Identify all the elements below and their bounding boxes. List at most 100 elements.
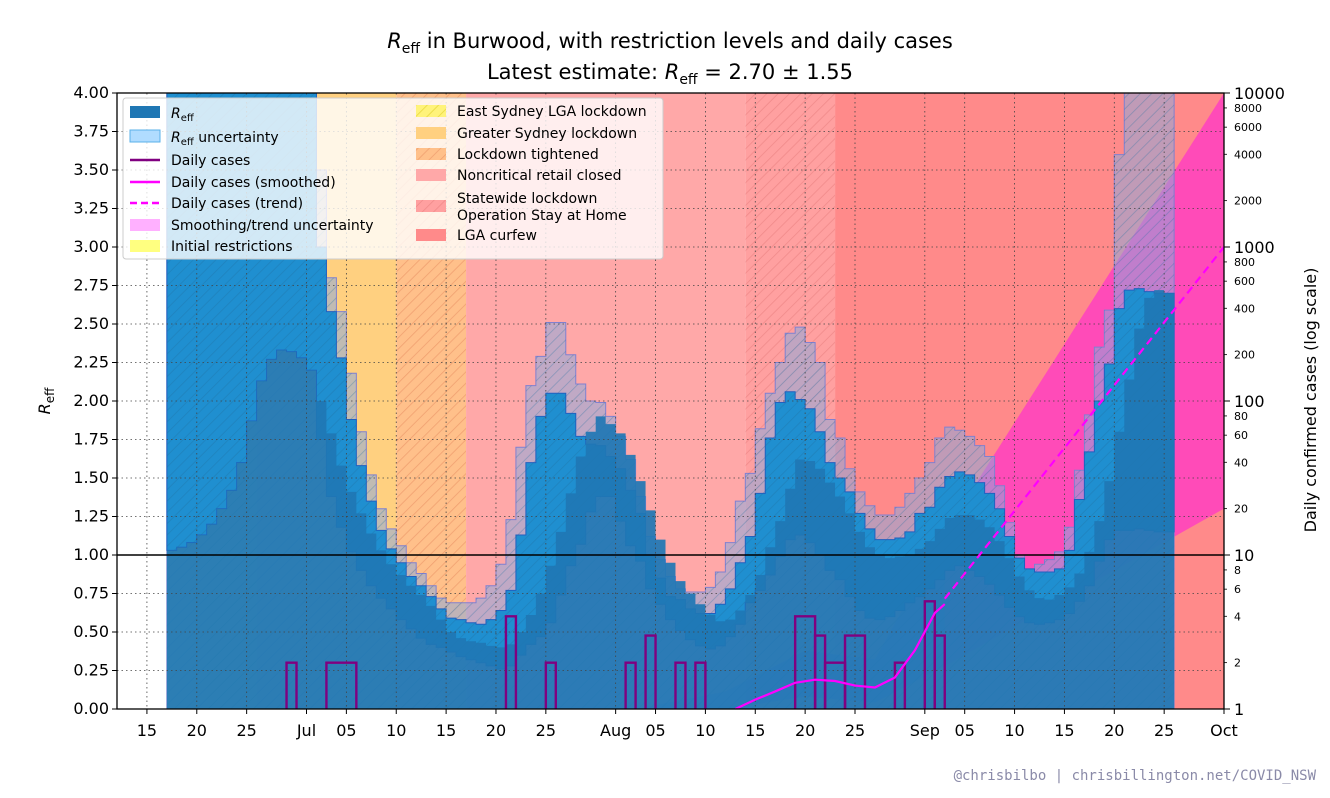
title-rest: in Burwood, with restriction levels and …	[420, 29, 953, 53]
xtick-label: 20	[187, 721, 207, 740]
daily-cases-step	[644, 634, 657, 709]
legend-label: Daily cases (smoothed)	[171, 175, 336, 191]
xtick-label: 25	[845, 721, 865, 740]
legend: Reff Reff uncertainty Daily cases Daily cas…	[122, 97, 664, 260]
legend-swatch-col2	[416, 127, 446, 139]
xtick-label: 10	[1004, 721, 1024, 740]
chart-title-line1: Reff in Burwood, with restriction levels…	[387, 29, 953, 58]
ytick-right-minor-label: 6000	[1234, 121, 1262, 134]
ytick-right-minor-label: 4	[1234, 610, 1241, 623]
reff-area	[166, 290, 1175, 709]
ylabel-left: Reff	[35, 387, 57, 415]
daily-cases-step	[694, 661, 707, 709]
daily-cases-step	[893, 661, 907, 709]
ytick-right-label: 10	[1234, 546, 1254, 565]
xtick-label: 25	[536, 721, 556, 740]
daily-cases-step	[624, 661, 637, 709]
ylabel-right: Daily confirmed cases (log scale)	[1301, 268, 1320, 533]
ytick-left-label: 0.75	[73, 584, 109, 603]
ytick-right-minor-label: 400	[1234, 302, 1255, 315]
smoothed-curve	[734, 603, 946, 709]
ytick-right-minor-label: 8	[1234, 564, 1241, 577]
ytick-left-label: 1.75	[73, 430, 109, 449]
ytick-right-minor-label: 8000	[1234, 102, 1262, 115]
xtick-label: 15	[1054, 721, 1074, 740]
ytick-left-label: 2.50	[73, 314, 109, 333]
ytick-right-label: 1	[1234, 700, 1244, 719]
ytick-right-minor-label: 60	[1234, 429, 1248, 442]
xtick-label: 20	[486, 721, 506, 740]
xtick-label: 05	[955, 721, 975, 740]
legend-swatch-initial	[130, 240, 160, 252]
ytick-left-label: 4.00	[73, 83, 109, 102]
trend-line	[943, 246, 1224, 600]
ytick-left-label: 3.25	[73, 199, 109, 218]
xtick-label: 15	[436, 721, 456, 740]
ytick-left-label: 0.25	[73, 661, 109, 680]
ytick-right-minor-label: 40	[1234, 456, 1248, 469]
legend-swatch-col2	[416, 148, 446, 160]
ytick-left-label: 0.50	[73, 622, 109, 641]
ytick-right-label: 100	[1234, 392, 1265, 411]
legend-label-col2: East Sydney LGA lockdown	[457, 104, 647, 120]
credit-text: @chrisbilbo | chrisbillington.net/COVID_…	[953, 768, 1316, 784]
legend-label-reff: Reff	[171, 106, 195, 124]
ytick-left-label: 0.00	[73, 699, 109, 718]
legend-label-col2: Lockdown tightened	[457, 147, 599, 163]
legend-swatch-reff-unc	[129, 129, 161, 143]
ytick-right-minor-label: 2	[1234, 657, 1241, 670]
legend-swatch-col2	[416, 229, 446, 241]
xtick-label: 25	[236, 721, 256, 740]
ytick-right-minor-label: 200	[1234, 349, 1255, 362]
ytick-left-label: 1.50	[73, 468, 109, 487]
daily-cases-step	[325, 661, 358, 709]
ytick-right-minor-label: 6	[1234, 583, 1241, 596]
legend-label: Initial restrictions	[171, 239, 293, 255]
legend-label-col2: Greater Sydney lockdown	[457, 126, 637, 142]
legend-label-col2: LGA curfew	[457, 228, 537, 244]
daily-cases-step	[285, 661, 298, 709]
xtick-label: 10	[695, 721, 715, 740]
daily-cases-step	[504, 615, 518, 709]
daily-cases-step	[933, 634, 946, 709]
ytick-left-label: 3.50	[73, 160, 109, 179]
ytick-left-label: 1.25	[73, 507, 109, 526]
ytick-left-label: 1.00	[73, 545, 109, 564]
legend-box	[122, 97, 664, 260]
ytick-right-minor-label: 2000	[1234, 195, 1262, 208]
legend-label-reff-unc: Reff uncertainty	[171, 130, 279, 148]
legend-label: Smoothing/trend uncertainty	[171, 218, 374, 234]
daily-cases-step	[544, 661, 558, 709]
ytick-left-label: 3.00	[73, 237, 109, 256]
daily-cases-step	[843, 634, 867, 709]
chart-title-line2: Latest estimate: Reff = 2.70 ± 1.55	[486, 60, 853, 89]
legend-label-col2: Statewide lockdown	[457, 191, 597, 207]
legend-label: Daily cases (trend)	[171, 196, 303, 212]
legend-swatch-col2	[416, 169, 446, 181]
legend-swatch-reff	[130, 106, 160, 118]
ytick-left-label: 2.25	[73, 353, 109, 372]
ytick-left-label: 2.75	[73, 276, 109, 295]
xtick-label: Oct	[1210, 721, 1238, 740]
xtick-label: 20	[1104, 721, 1124, 740]
legend-label-col2-b: Operation Stay at Home	[457, 208, 627, 224]
xtick-label: 15	[745, 721, 765, 740]
ytick-right-label: 1000	[1234, 238, 1275, 257]
legend-swatch-smooth-unc	[130, 219, 160, 231]
ytick-left-label: 2.00	[73, 391, 109, 410]
xtick-label: Aug	[600, 721, 631, 740]
ytick-right-minor-label: 20	[1234, 503, 1248, 516]
xtick-label: 05	[645, 721, 665, 740]
xtick-label: 25	[1154, 721, 1174, 740]
legend-swatch-col2	[416, 105, 446, 117]
reff-ci-hatch	[166, 93, 1175, 669]
legend-label: Daily cases	[171, 153, 250, 169]
xtick-label: 20	[795, 721, 815, 740]
ytick-left-label: 3.75	[73, 122, 109, 141]
xtick-label: Sep	[910, 721, 940, 740]
ytick-right-minor-label: 600	[1234, 275, 1255, 288]
ytick-right-minor-label: 800	[1234, 256, 1255, 269]
legend-swatch-col2	[416, 200, 446, 212]
xtick-label: Jul	[296, 721, 316, 740]
